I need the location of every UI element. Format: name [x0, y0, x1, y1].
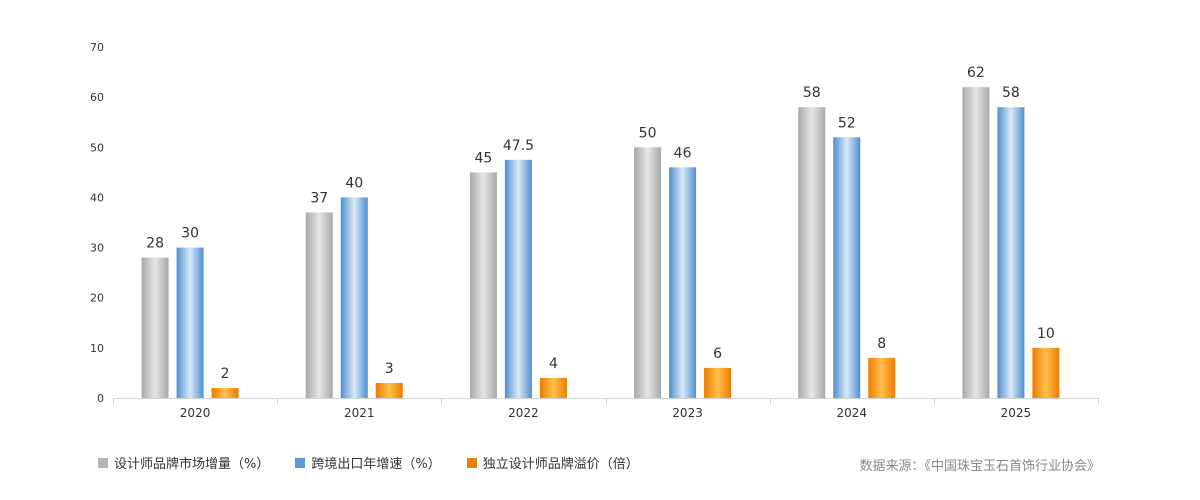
bar-market-growth [469, 172, 497, 398]
bar-value-label: 28 [146, 236, 164, 252]
bar-brand-premium [539, 377, 567, 398]
y-tick-label: 60 [90, 91, 104, 104]
bar-value-label: 40 [345, 175, 363, 191]
bar-export-growth [504, 159, 532, 398]
bar-market-growth [798, 107, 826, 399]
legend: 设计师品牌市场增量（%） 跨境出口年增速（%） 独立设计师品牌溢价（倍） [98, 453, 665, 472]
bar-value-label: 50 [639, 125, 657, 141]
bar-brand-premium [211, 387, 239, 398]
bar-brand-premium [704, 367, 732, 398]
legend-swatch-blue [295, 457, 306, 468]
bar-market-growth [962, 87, 990, 398]
legend-label: 独立设计师品牌溢价（倍） [482, 457, 639, 472]
y-tick-label: 70 [90, 41, 104, 54]
bar-value-label: 4 [549, 356, 558, 372]
y-tick-label: 50 [90, 141, 104, 154]
x-tick-label: 2022 [508, 406, 539, 420]
legend-swatch-gray [98, 457, 108, 468]
legend-item-market-growth: 设计师品牌市场增量（%） [98, 453, 269, 472]
bar-value-label: 10 [1037, 326, 1055, 342]
data-source-note: 数据来源：《中国珠宝玉石首饰行业协会》 [859, 459, 1100, 474]
x-tick-label: 2023 [672, 406, 703, 420]
bar-export-growth [340, 197, 368, 398]
legend-item-brand-premium: 独立设计师品牌溢价（倍） [466, 453, 639, 472]
bar-value-label: 58 [803, 85, 821, 101]
bar-value-label: 52 [838, 115, 856, 131]
y-tick-label: 10 [90, 342, 104, 355]
y-tick-label: 20 [90, 292, 104, 305]
bar-value-label: 46 [674, 145, 692, 161]
legend-swatch-orange [466, 457, 477, 468]
y-axis-ticks: 0 10 20 30 40 50 60 70 [90, 41, 104, 405]
y-tick-label: 30 [90, 242, 104, 255]
bar-market-growth [141, 257, 169, 398]
bar-value-label: 37 [310, 190, 328, 206]
bar-value-label: 47.5 [503, 138, 534, 154]
x-axis-labels: 2020 2021 2022 2023 2024 2025 [180, 406, 1031, 420]
bar-brand-premium [1032, 347, 1060, 398]
bar-value-label: 58 [1002, 85, 1020, 101]
x-tick-label: 2021 [344, 406, 375, 420]
x-tick-label: 2024 [836, 406, 867, 420]
bar-export-growth [833, 137, 861, 398]
bar-value-label: 2 [221, 366, 230, 382]
bar-export-growth [669, 167, 697, 398]
bar-market-growth [305, 212, 333, 398]
bar-value-label: 62 [967, 65, 985, 81]
x-axis-dividers [113, 398, 1099, 404]
legend-item-export-growth: 跨境出口年增速（%） [295, 453, 441, 472]
x-tick-label: 2025 [1001, 406, 1032, 420]
legend-label: 跨境出口年增速（%） [311, 457, 441, 472]
bar-value-label: 3 [385, 361, 394, 377]
bar-market-growth [634, 147, 662, 398]
bar-export-growth [176, 247, 204, 398]
bar-value-label: 45 [475, 150, 493, 166]
y-tick-label: 0 [97, 392, 104, 405]
y-tick-label: 40 [90, 191, 104, 204]
bar-export-growth [997, 107, 1025, 399]
bar-value-label: 30 [181, 226, 199, 242]
value-labels: 28 30 2 37 40 3 45 47.5 4 50 46 6 58 52 8 62 58 10 [146, 65, 1055, 382]
bar-brand-premium [375, 382, 403, 398]
bar-brand-premium [868, 357, 896, 398]
bars [141, 87, 1060, 399]
x-tick-label: 2020 [180, 406, 211, 420]
bar-value-label: 6 [713, 346, 722, 362]
legend-label: 设计师品牌市场增量（%） [114, 457, 270, 472]
bar-value-label: 8 [877, 336, 886, 352]
